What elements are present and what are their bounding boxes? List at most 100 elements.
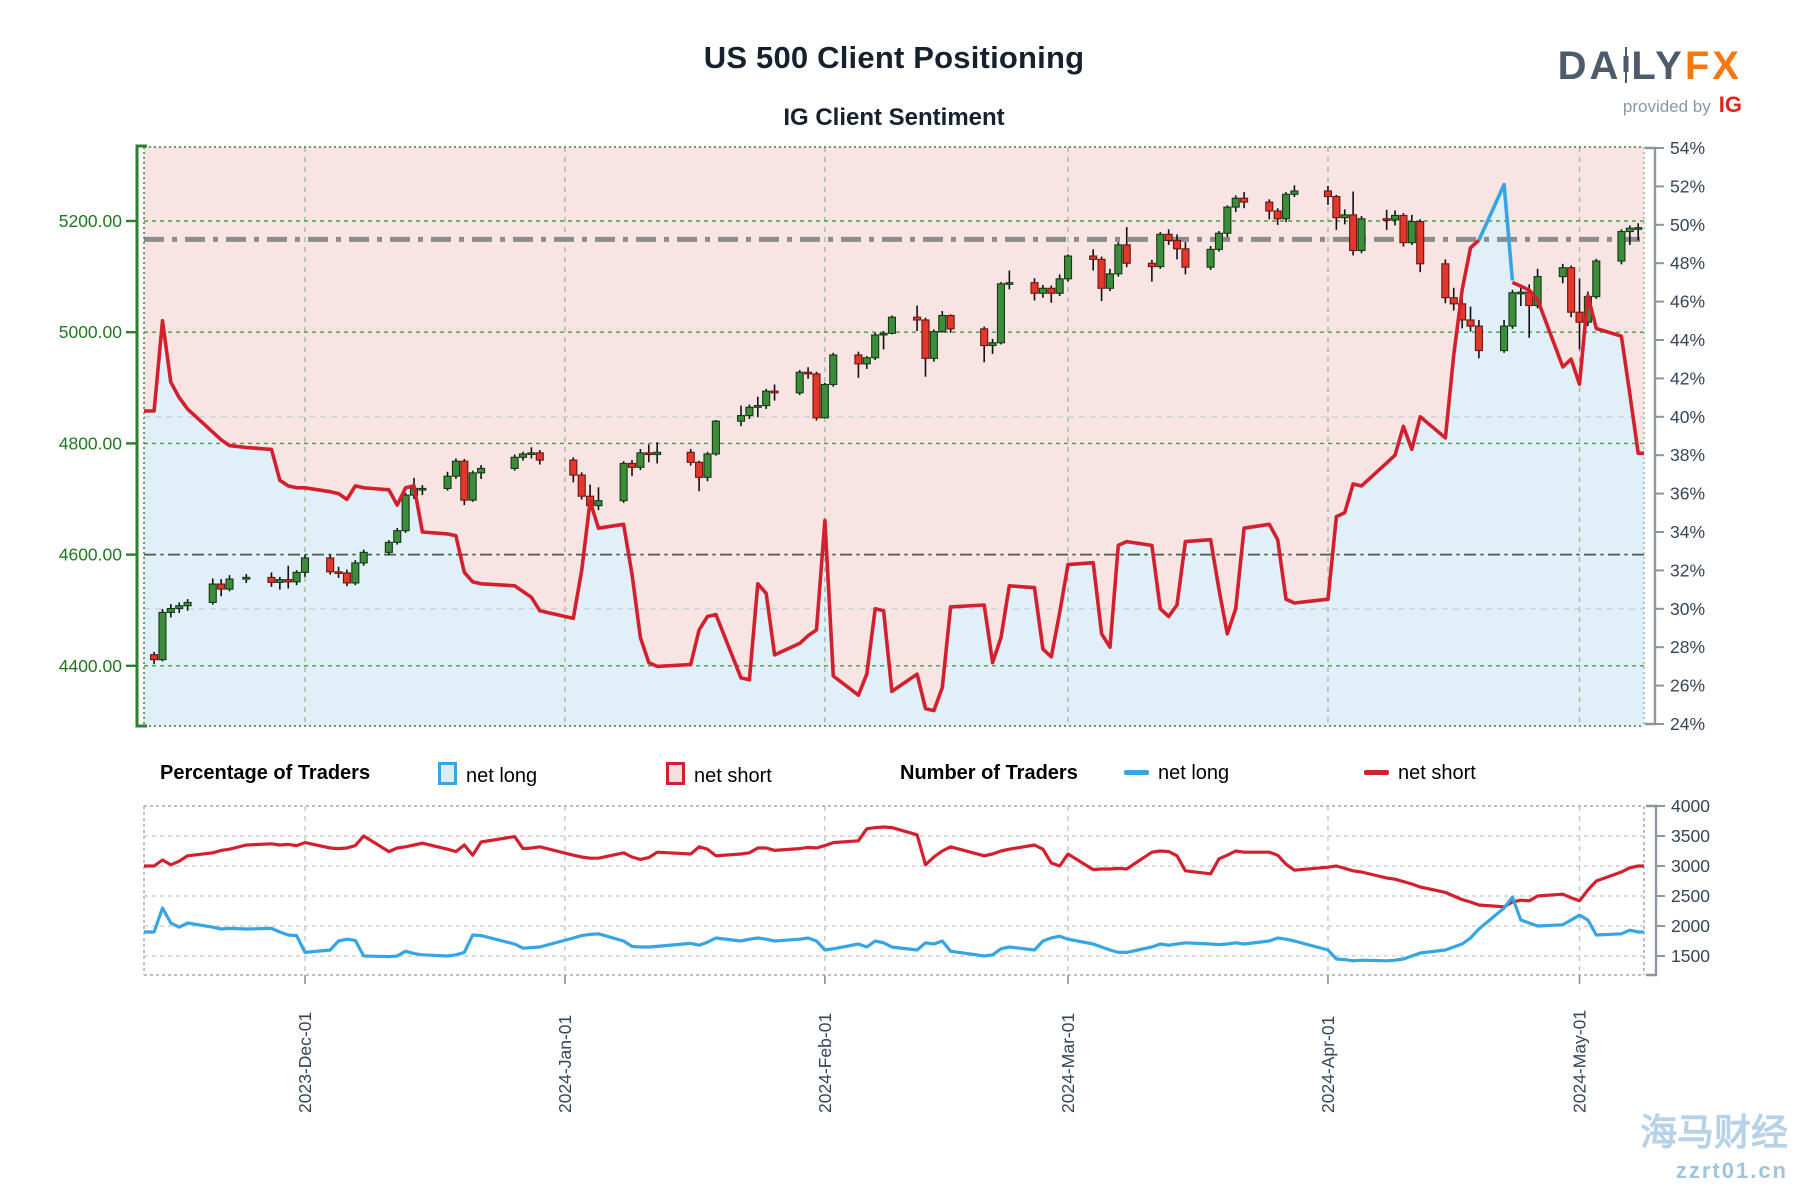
candle-up <box>1508 292 1517 327</box>
count-axis-spine <box>1646 804 1658 977</box>
candle-down <box>644 452 653 456</box>
candle-down <box>812 373 821 419</box>
candle-up <box>1357 218 1366 252</box>
candle-up <box>393 530 402 543</box>
month-label: 2024-May-01 <box>1570 1010 1590 1113</box>
candle-down <box>342 572 351 584</box>
ig-logo: IG <box>1718 92 1742 117</box>
net-long-line-icon <box>1124 770 1149 775</box>
pct-axis-label: 36% <box>1670 484 1705 504</box>
candle-down <box>1240 197 1249 203</box>
candle-down <box>334 571 343 574</box>
net-long-pct-line <box>1477 182 1515 281</box>
legend-num-net-short: net short <box>1364 762 1476 785</box>
candle-down <box>1089 255 1098 260</box>
candle-down <box>1172 239 1182 250</box>
count-axis-label: 4000 <box>1671 796 1710 816</box>
candle-down <box>1474 325 1483 352</box>
net-short-pct-line-late <box>1511 280 1644 456</box>
candle-up <box>1105 273 1115 289</box>
candle-up <box>1533 276 1542 307</box>
legend-num-heading: Number of Traders <box>900 762 1078 784</box>
candle-up <box>468 472 477 501</box>
pct-axis-label: 28% <box>1670 637 1705 657</box>
candle-down <box>535 452 544 461</box>
brand-ly: LY <box>1631 44 1685 88</box>
candle-up <box>359 551 368 564</box>
pct-axis-label: 32% <box>1670 560 1705 580</box>
candle-up <box>166 607 175 613</box>
candle-down <box>1399 214 1408 244</box>
candle-up <box>996 283 1006 344</box>
candle-down <box>627 462 637 468</box>
candle-down <box>1441 263 1450 299</box>
candle-up <box>1634 227 1643 230</box>
candle-up <box>619 462 628 502</box>
candle-up <box>1223 206 1232 234</box>
candle-down <box>1164 233 1173 242</box>
watermark-url: zzrt01.cn <box>1675 1157 1788 1183</box>
candle-down <box>1273 210 1282 220</box>
dailyfx-logo: DA LYFX provided by IG <box>1558 46 1742 116</box>
candle-down <box>1382 218 1391 221</box>
candle-down <box>460 460 469 501</box>
candle-up <box>401 494 410 532</box>
candle-up <box>1391 214 1400 221</box>
count-axis-label: 2500 <box>1671 886 1710 906</box>
pct-axis-label: 52% <box>1670 176 1705 196</box>
candle-up <box>1156 233 1165 268</box>
price-axis-label: 5200.00 <box>59 211 123 231</box>
pct-axis-label: 48% <box>1670 253 1705 273</box>
candle-up <box>510 456 519 469</box>
net-short-line-icon <box>1364 770 1389 775</box>
pct-axis-label: 34% <box>1670 522 1705 542</box>
pct-axis-label: 24% <box>1670 714 1705 734</box>
provided-by-text: provided by <box>1622 97 1711 116</box>
count-axis-label: 1500 <box>1671 946 1710 966</box>
candlestick-icon <box>1621 47 1631 83</box>
candle-down <box>946 314 955 330</box>
candle-up <box>1558 267 1567 278</box>
candle-down <box>1349 214 1358 252</box>
price-axis-label: 5000.00 <box>59 322 123 342</box>
candle-down <box>686 451 695 463</box>
candle-up <box>829 354 838 386</box>
count-axis-label: 3000 <box>1671 856 1710 876</box>
candle-down <box>1047 287 1056 294</box>
pct-axis-label: 42% <box>1670 368 1705 388</box>
month-label: 2023-Dec-01 <box>295 1012 315 1113</box>
count-axis-label: 2000 <box>1671 916 1710 936</box>
legend-pct-heading: Percentage of Traders <box>160 762 371 784</box>
candle-down <box>1030 282 1039 294</box>
candle-down <box>854 354 863 365</box>
candle-down <box>1332 195 1341 219</box>
candle-up <box>636 452 645 468</box>
candle-down <box>326 557 335 573</box>
price-axis-spine <box>135 144 147 728</box>
candle-up <box>1114 244 1123 275</box>
candle-up <box>351 562 360 584</box>
candle-up <box>887 316 897 334</box>
candle-up <box>384 541 393 553</box>
pct-axis-label: 26% <box>1670 676 1705 696</box>
candle-down <box>921 319 930 359</box>
candle-down <box>1097 258 1106 289</box>
candle-up <box>1055 278 1064 294</box>
candle-down <box>980 328 989 347</box>
legend-num-net-long: net long <box>1124 762 1229 785</box>
candle-up <box>1340 214 1349 219</box>
candle-up <box>594 500 603 507</box>
candle-down <box>770 390 779 394</box>
pct-axis-label: 46% <box>1670 292 1705 312</box>
candle-up <box>451 460 460 477</box>
candle-up <box>879 332 888 336</box>
legend-pct-net-long-label: net long <box>466 765 538 787</box>
candle-up <box>703 453 712 478</box>
month-label: 2024-Apr-01 <box>1318 1016 1338 1113</box>
candle-down <box>695 461 704 478</box>
candle-up <box>518 453 528 458</box>
page-subtitle: IG Client Sentiment <box>783 104 1005 131</box>
legend-pct-net-long: net long <box>438 762 537 788</box>
candle-up <box>1214 232 1224 250</box>
pct-axis-label: 44% <box>1670 330 1705 350</box>
